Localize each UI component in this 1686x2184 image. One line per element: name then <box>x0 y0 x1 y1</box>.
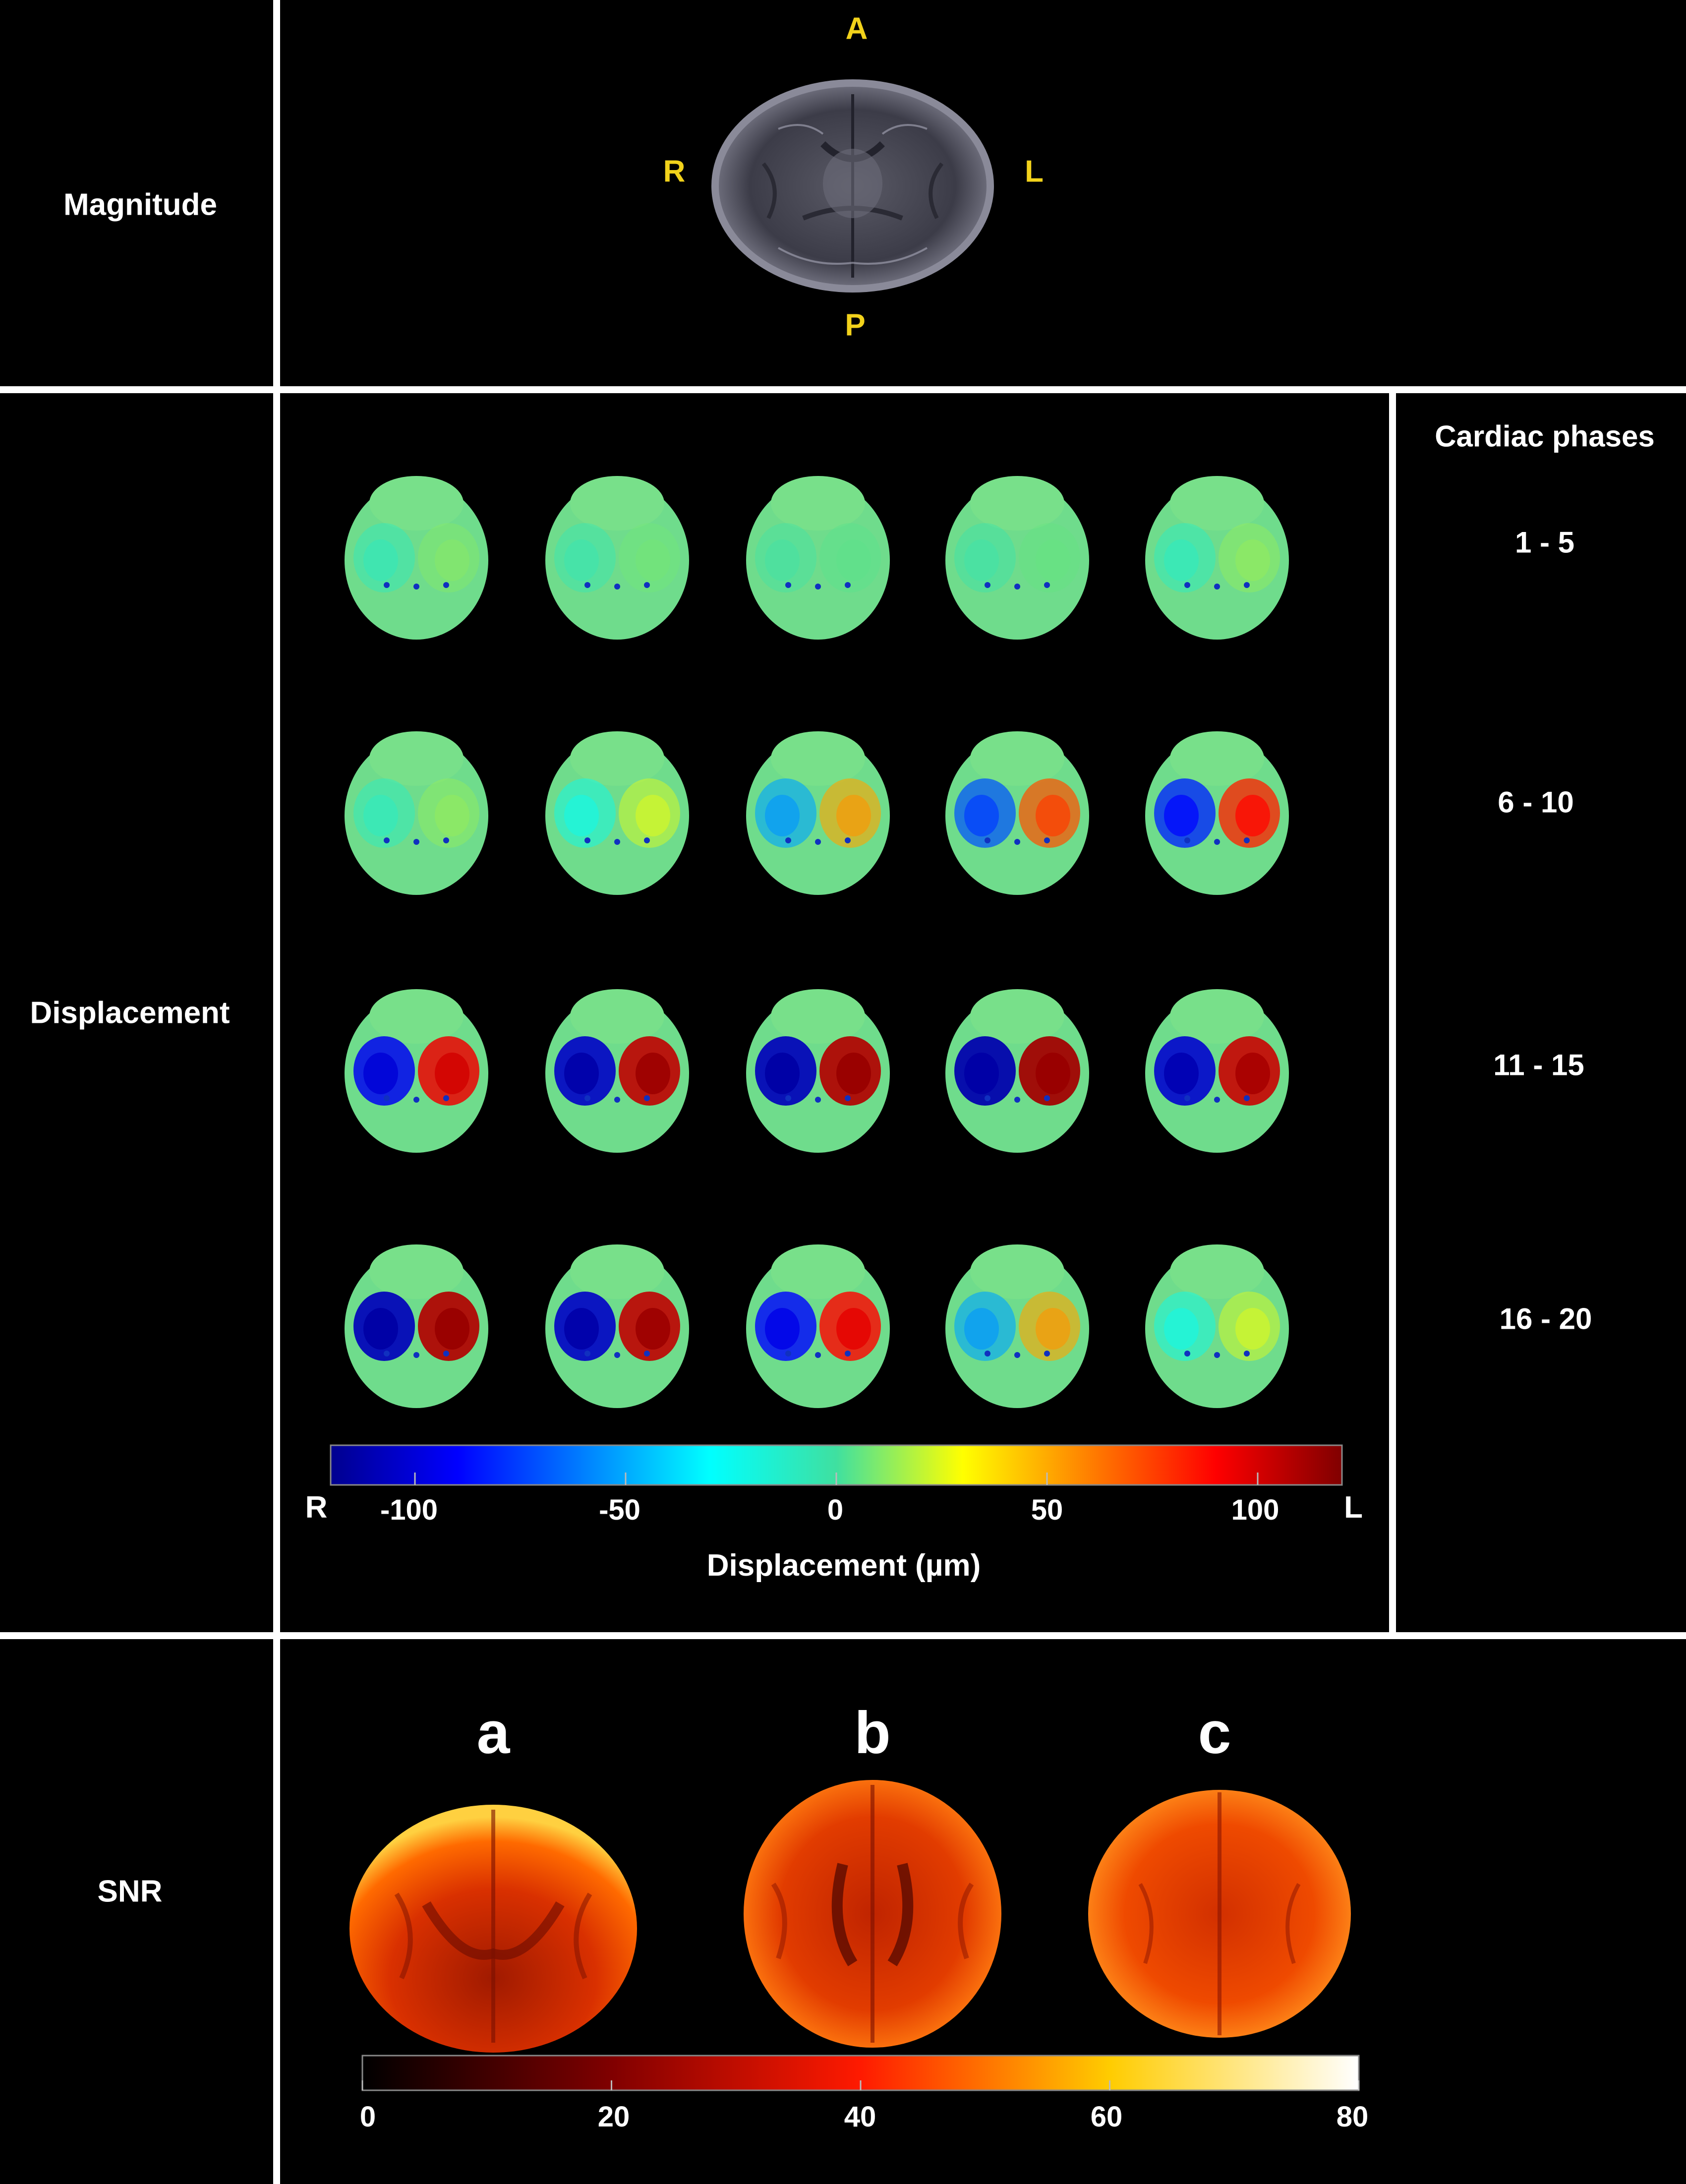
snr-map-b <box>744 1780 1001 2048</box>
displacement-map-phase-15 <box>1145 989 1289 1153</box>
magnitude-brain-image <box>711 79 994 293</box>
snr-tick-label: 80 <box>1336 2101 1369 2133</box>
phase-group-3: 11 - 15 <box>1493 1048 1584 1082</box>
disp-tick-label: 100 <box>1231 1494 1279 1526</box>
divider-horizontal-top <box>0 386 1686 393</box>
disp-tick-label: -50 <box>599 1494 640 1526</box>
snr-map-c <box>1088 1790 1351 2038</box>
disp-tick-label: 50 <box>1031 1494 1063 1526</box>
divider-vertical-right <box>1389 393 1396 1632</box>
phase-group-4: 16 - 20 <box>1499 1302 1592 1336</box>
displacement-map-phase-7 <box>545 731 689 895</box>
displacement-map-phase-13 <box>746 989 890 1153</box>
orientation-posterior: P <box>845 308 866 343</box>
displacement-map-phase-12 <box>545 989 689 1153</box>
displacement-map-phase-16 <box>345 1244 488 1408</box>
snr-panel-letter-b: b <box>854 1700 891 1766</box>
snr-tick-label: 40 <box>844 2101 876 2133</box>
row-label-magnitude: Magnitude <box>63 187 217 222</box>
displacement-map-phase-1 <box>345 476 488 640</box>
displacement-map-phase-4 <box>945 476 1089 640</box>
snr-panel-letter-a: a <box>476 1700 510 1766</box>
orientation-left: L <box>1025 154 1044 189</box>
snr-panel-letter-c: c <box>1198 1700 1231 1766</box>
snr-map-a <box>349 1805 637 2053</box>
displacement-map-phase-17 <box>545 1244 689 1408</box>
snr-tick-label: 60 <box>1090 2101 1123 2133</box>
displacement-colorbar-title: Displacement (µm) <box>706 1548 981 1583</box>
displacement-map-phase-3 <box>746 476 890 640</box>
snr-tick-label: 0 <box>359 2101 376 2133</box>
displacement-map-phase-10 <box>1145 731 1289 895</box>
displacement-map-phase-18 <box>746 1244 890 1408</box>
row-label-displacement: Displacement <box>30 996 230 1030</box>
displacement-map-phase-5 <box>1145 476 1289 640</box>
displacement-map-phase-2 <box>545 476 689 640</box>
displacement-map-phase-19 <box>945 1244 1089 1408</box>
cardiac-phases-header: Cardiac phases <box>1435 419 1655 453</box>
divider-horizontal-bottom <box>0 1632 1686 1639</box>
orientation-anterior: A <box>845 11 868 46</box>
disp-colorbar-right-end: L <box>1344 1490 1363 1525</box>
phase-group-2: 6 - 10 <box>1498 785 1574 819</box>
disp-colorbar-left-end: R <box>305 1490 328 1525</box>
displacement-map-phase-14 <box>945 989 1089 1153</box>
displacement-map-phase-8 <box>746 731 890 895</box>
disp-tick-label: 0 <box>827 1494 844 1526</box>
orientation-right: R <box>663 154 686 189</box>
disp-tick-label: -100 <box>380 1494 438 1526</box>
displacement-map-phase-6 <box>345 731 488 895</box>
row-label-snr: SNR <box>97 1874 163 1909</box>
phase-group-1: 1 - 5 <box>1514 526 1575 559</box>
snr-tick-label: 20 <box>597 2101 630 2133</box>
displacement-map-phase-11 <box>345 989 488 1153</box>
displacement-map-phase-9 <box>945 731 1089 895</box>
displacement-map-phase-20 <box>1145 1244 1289 1408</box>
